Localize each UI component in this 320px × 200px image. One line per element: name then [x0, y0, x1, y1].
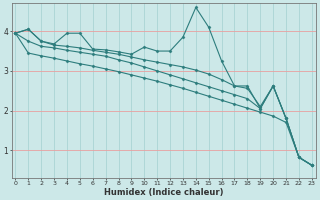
X-axis label: Humidex (Indice chaleur): Humidex (Indice chaleur)	[104, 188, 223, 197]
